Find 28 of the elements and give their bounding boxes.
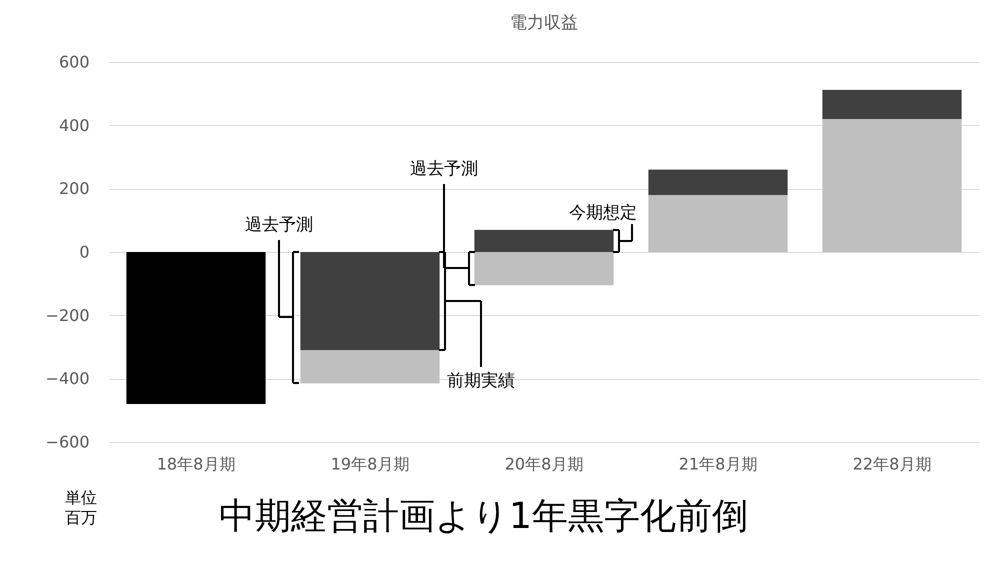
y-tick-label: −200 — [46, 306, 90, 325]
bar — [126, 252, 266, 404]
annotation: 前期実績 — [447, 371, 515, 391]
x-tick-label: 19年8月期 — [330, 454, 410, 474]
x-tick-label: 21年8月期 — [678, 454, 758, 474]
bar — [300, 350, 440, 384]
y-tick-label: 400 — [58, 116, 90, 135]
y-tick-label: 200 — [58, 179, 90, 198]
bar — [822, 90, 962, 119]
y-tick-label: −400 — [46, 369, 90, 388]
bar — [300, 252, 440, 350]
x-tick-label: 22年8月期 — [852, 454, 932, 474]
annotation: 過去予測 — [245, 215, 313, 235]
y-tick-label: 600 — [58, 52, 90, 72]
x-tick-label: 18年8月期 — [156, 454, 236, 474]
chart-title: 電力収益 — [510, 13, 578, 33]
text: 中期経営計画より1年黒字化前倒 — [219, 496, 748, 537]
bar — [474, 230, 614, 252]
annotation: 今期想定 — [569, 203, 637, 223]
annotation: 過去予測 — [410, 159, 478, 179]
bar — [474, 252, 614, 286]
y-tick-label: −600 — [46, 432, 90, 452]
bar — [648, 170, 788, 195]
x-tick-label: 20年8月期 — [504, 454, 584, 474]
y-axis-title: 単位百万 — [65, 488, 97, 527]
y-tick-label: 0 — [79, 242, 90, 262]
bar — [648, 195, 788, 252]
bar — [822, 119, 962, 252]
